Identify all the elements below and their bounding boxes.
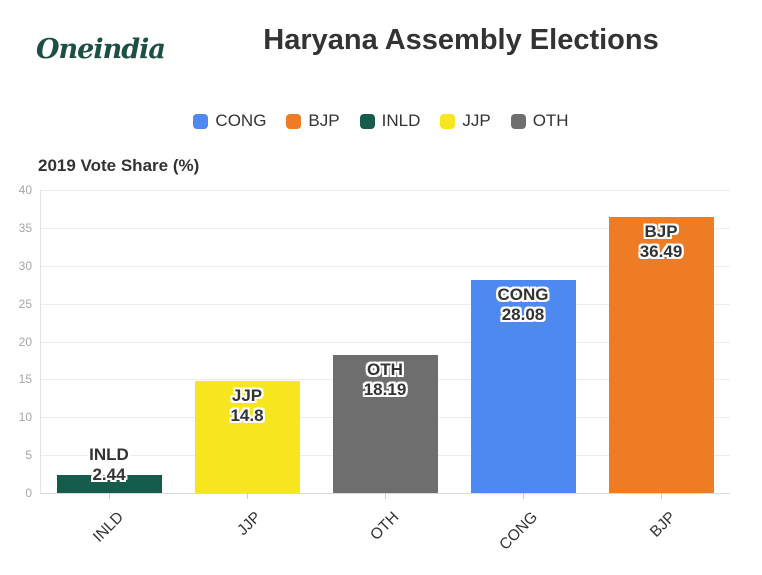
legend-marker-bjp	[286, 113, 302, 129]
x-axis-tick	[109, 493, 110, 499]
legend-item-jjp: JJP	[440, 111, 491, 131]
legend-item-inld: INLD	[359, 111, 421, 131]
legend-label: BJP	[308, 111, 340, 130]
legend-marker-oth	[510, 113, 526, 129]
chart-legend: CONG BJP INLD JJP OTH	[0, 111, 762, 131]
x-axis-label-cong: CONG	[495, 508, 541, 554]
legend-item-bjp: BJP	[286, 111, 340, 131]
y-axis-tick-label: 30	[18, 258, 32, 273]
gridline	[40, 265, 730, 267]
bar-label-value: 28.08	[501, 305, 545, 325]
gridline	[40, 190, 730, 191]
gridline	[40, 341, 730, 343]
legend-item-oth: OTH	[510, 111, 569, 131]
bar-inld: INLD 2.44	[56, 445, 162, 493]
legend-label: INLD	[381, 111, 421, 130]
gridline	[40, 303, 730, 305]
x-axis-label-bjp: BJP	[646, 508, 679, 541]
oneindia-logo: Oneindia	[36, 34, 166, 65]
x-axis-label-oth: OTH	[367, 508, 403, 544]
legend-label: JJP	[462, 111, 491, 130]
legend-marker-cong	[193, 113, 209, 129]
y-axis-line	[40, 190, 41, 493]
legend-item-cong: CONG	[193, 111, 266, 131]
legend-marker-inld	[359, 113, 375, 129]
bar-label-jjp: JJP 14.8	[230, 386, 263, 426]
y-axis-tick-label: 20	[18, 334, 32, 349]
legend-marker-jjp	[440, 113, 456, 129]
x-axis-tick	[385, 493, 386, 499]
bar-label-name: CONG	[497, 285, 549, 305]
y-axis-tick-label: 0	[25, 486, 32, 500]
x-axis-tick	[247, 493, 248, 499]
bar-label-value: 36.49	[639, 241, 683, 261]
legend-label: CONG	[215, 111, 267, 130]
bar-label-name: BJP	[644, 221, 678, 241]
bar-label-value: 14.8	[230, 405, 264, 425]
bar-bjp: BJP 36.49	[608, 216, 714, 493]
y-axis-tick-label: 40	[18, 183, 32, 197]
bar-label-bjp: BJP 36.49	[640, 222, 683, 262]
bar-label-value: 2.44	[92, 464, 126, 484]
y-axis-tick-label: 35	[18, 220, 32, 235]
bar-label-name: JJP	[231, 385, 263, 405]
x-axis-tick	[523, 493, 524, 499]
y-axis-tick-label: 25	[18, 296, 32, 311]
y-axis-tick-label: 10	[18, 410, 32, 425]
bar-label-name: INLD	[89, 444, 129, 464]
gridline	[40, 227, 730, 229]
y-axis-tick-label: 5	[25, 448, 32, 463]
bar-label-inld: INLD 2.44	[89, 445, 129, 485]
legend-label: OTH	[532, 111, 569, 130]
bar-label-oth: OTH 18.19	[364, 360, 407, 400]
chart-title: Haryana Assembly Elections	[263, 24, 659, 56]
y-axis-tick-label: 15	[18, 372, 32, 387]
bar-cong: CONG 28.08	[470, 280, 576, 493]
x-axis-label-jjp: JJP	[234, 508, 265, 539]
x-axis-label-inld: INLD	[89, 508, 127, 546]
bar-label-cong: CONG 28.08	[498, 285, 549, 325]
bar-oth: OTH 18.19	[332, 355, 438, 493]
chart-subtitle: 2019 Vote Share (%)	[38, 156, 200, 175]
bar-jjp: JJP 14.8	[194, 380, 300, 493]
bar-label-value: 18.19	[363, 380, 407, 400]
x-axis-tick	[661, 493, 662, 499]
bar-label-name: OTH	[367, 360, 403, 380]
